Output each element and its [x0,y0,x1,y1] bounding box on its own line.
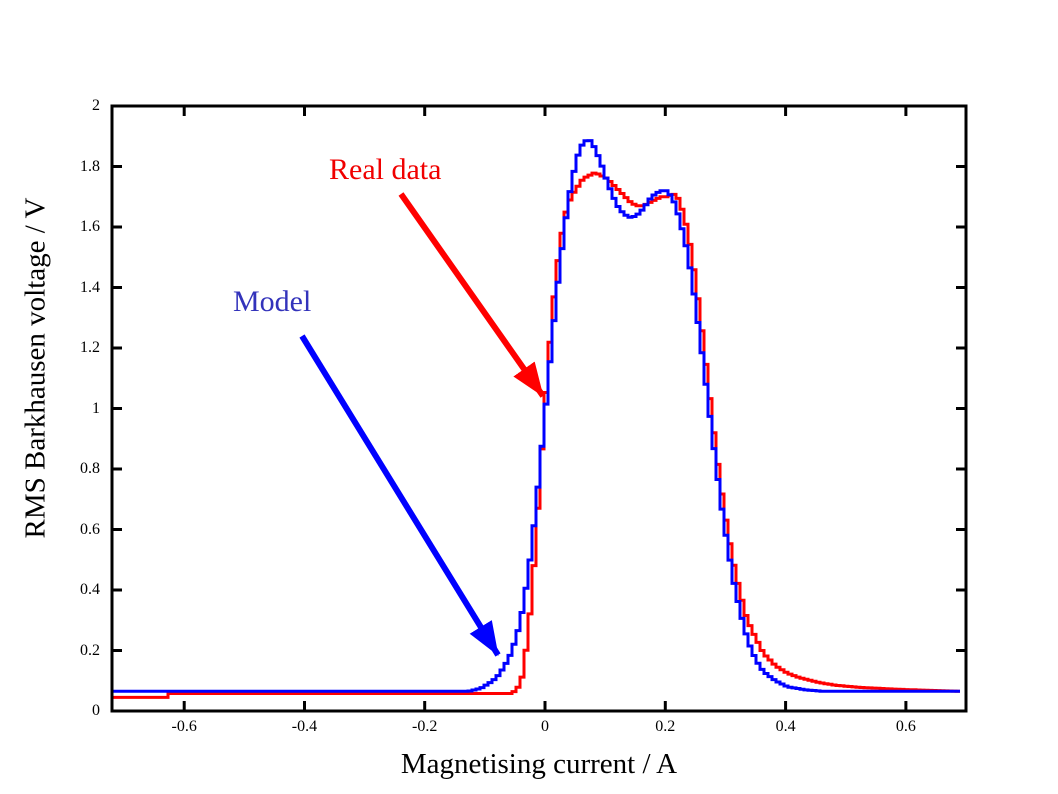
x-axis-tick-label: -0.6 [171,718,197,735]
y-axis-tick-label: 1.4 [80,278,100,296]
real-data-curve [112,171,960,699]
curves-layer [112,139,960,699]
y-axis-tick-label: 0.4 [80,581,100,598]
real-data-annotation-label: Real data [329,153,442,186]
x-axis-tick-label: 0 [541,718,549,735]
x-axis-tick-label: -0.4 [291,718,318,735]
y-axis-tick-label: 0.6 [80,520,100,538]
real-data-arrow [398,192,546,398]
y-axis-tick-label: 0 [92,702,100,719]
model-annotation-label: Model [233,285,312,318]
model-curve [112,139,960,693]
axes-layer [110,104,968,713]
x-axis-tick-label: -0.2 [412,718,438,735]
y-axis-tick-label: 0.8 [80,460,100,477]
x-axis-tick-label: 0.6 [895,718,916,735]
x-axis-tick-label: 0.2 [655,718,676,735]
y-axis-tick-label: 1.8 [80,157,100,175]
y-axis-tick-label: 0.2 [80,641,100,659]
plot-border [110,104,968,713]
model-arrow [299,334,501,657]
axis-ticks [112,104,966,713]
annotation-arrows-layer [299,192,546,657]
x-axis-title: Magnetising current / A [400,748,678,780]
y-axis-tick-label: 1 [92,399,100,417]
y-axis-tick-label: 1.6 [80,218,100,235]
y-axis-tick-label: 1.2 [80,339,100,356]
x-axis-tick-label: 0.4 [775,718,796,735]
y-axis-tick-label: 2 [92,97,100,114]
y-axis-title: RMS Barkhausen voltage / V [19,197,52,539]
